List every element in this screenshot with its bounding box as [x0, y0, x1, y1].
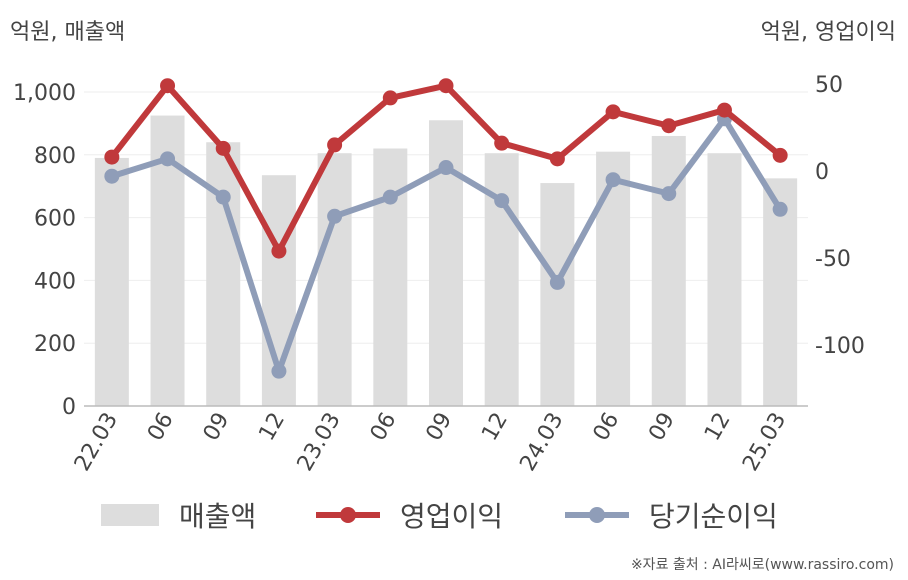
legend-label-net-income: 당기순이익: [649, 500, 778, 533]
bar-revenue: [540, 183, 575, 406]
x-tick-label: 25.03: [738, 409, 791, 476]
x-tick-label: 09: [199, 409, 235, 446]
bar-revenue: [94, 157, 129, 406]
net-income-point: [438, 160, 454, 176]
chart-legend: 매출액 영업이익 당기순이익: [0, 493, 908, 537]
y-right-tick-label: 0: [815, 160, 829, 185]
operating-profit-point: [549, 151, 565, 167]
operating-profit-point: [716, 102, 732, 118]
operating-profit-point: [382, 90, 398, 106]
net-income-point: [605, 172, 621, 188]
net-income-point: [327, 208, 343, 224]
net-income-point: [160, 151, 176, 167]
net-income-point: [104, 168, 120, 184]
y-right-tick-label: 50: [815, 73, 843, 98]
bar-revenue: [206, 142, 241, 407]
bar-revenue: [707, 153, 742, 406]
operating-profit-point: [215, 140, 231, 156]
x-tick-label: 23.03: [293, 409, 346, 476]
operating-profit-point: [605, 104, 621, 120]
operating-profit-point: [104, 149, 120, 165]
y-left-tick-label: 400: [34, 269, 76, 294]
operating-profit-point: [661, 118, 677, 134]
net-income-point: [271, 363, 287, 379]
net-income-point: [382, 189, 398, 205]
x-tick-label: 12: [254, 409, 290, 446]
y-right-tick-label: -100: [815, 334, 865, 359]
bar-revenue: [373, 148, 408, 406]
bar-revenue: [317, 153, 352, 406]
y-left-tick-label: 800: [34, 144, 76, 169]
x-tick-label: 22.03: [70, 409, 123, 476]
operating-profit-point: [271, 243, 287, 259]
left-axis-unit-label: 억원, 매출액: [10, 20, 126, 45]
net-income-point: [661, 186, 677, 202]
y-left-tick-label: 0: [62, 395, 76, 420]
operating-profit-point: [438, 78, 454, 94]
legend-item-operating-profit: 영업이익: [316, 493, 503, 537]
net-income-point: [215, 189, 231, 205]
y-left-tick-label: 1,000: [13, 81, 76, 106]
legend-line-swatch-net-income: [565, 504, 629, 526]
operating-profit-point: [327, 137, 343, 153]
legend-bar-swatch: [101, 504, 159, 526]
y-left-tick-label: 200: [34, 332, 76, 357]
x-tick-label: 06: [143, 409, 179, 446]
legend-label-operating-profit: 영업이익: [400, 500, 504, 533]
x-tick-label: 09: [422, 409, 458, 446]
y-right-tick-label: -50: [815, 247, 851, 272]
operating-profit-point: [772, 147, 788, 163]
net-income-point: [494, 193, 510, 209]
x-tick-label: 12: [700, 409, 736, 446]
legend-label-revenue: 매출액: [179, 500, 257, 533]
bar-revenue: [596, 151, 631, 406]
x-tick-label: 09: [644, 409, 680, 446]
net-income-point: [549, 274, 565, 290]
x-tick-label: 06: [366, 409, 402, 446]
x-tick-label: 24.03: [515, 409, 568, 476]
operating-profit-point: [160, 78, 176, 94]
legend-item-revenue: 매출액: [101, 493, 256, 537]
legend-item-net-income: 당기순이익: [565, 493, 778, 537]
legend-line-swatch-operating-profit: [316, 504, 380, 526]
x-tick-label: 06: [589, 409, 625, 446]
x-tick-label: 12: [477, 409, 513, 446]
y-left-tick-label: 600: [34, 207, 76, 232]
net-income-point: [772, 201, 788, 217]
right-axis-unit-label: 억원, 영업이익: [760, 20, 896, 45]
source-note: ※자료 출처 : AI라씨로(www.rassiro.com): [630, 557, 894, 573]
operating-profit-point: [494, 135, 510, 151]
